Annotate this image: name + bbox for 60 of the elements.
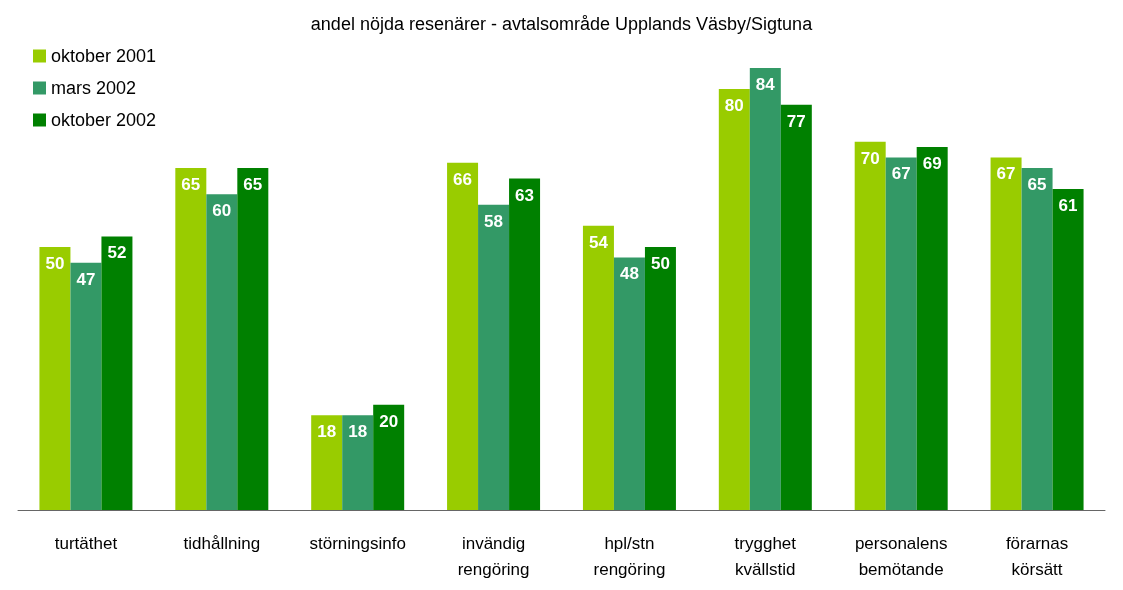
data-label: 52 <box>107 243 127 263</box>
x-tick-label: invändig rengöring <box>457 533 530 579</box>
x-tick-label: turtäthet <box>54 533 118 553</box>
x-tick-label: förarnas körsätt <box>1005 533 1069 579</box>
bar <box>990 157 1022 510</box>
bar <box>447 162 479 510</box>
data-label: 61 <box>1058 196 1078 216</box>
bar <box>582 225 614 510</box>
bar <box>1021 167 1053 510</box>
bar <box>854 141 886 510</box>
bar <box>478 204 510 510</box>
data-label: 50 <box>650 253 670 273</box>
bar <box>70 262 102 510</box>
bar <box>373 404 405 510</box>
x-tick-label: hpl/stn rengöring <box>593 533 666 579</box>
x-tick-label: tidhållning <box>183 533 261 553</box>
data-label: 67 <box>996 164 1016 184</box>
bar <box>885 157 917 510</box>
data-label: 60 <box>212 201 232 221</box>
bar <box>780 104 812 510</box>
data-label: 47 <box>76 269 96 289</box>
bar <box>644 246 676 510</box>
bar <box>175 167 207 510</box>
bar <box>311 415 343 510</box>
data-label: 84 <box>755 75 776 94</box>
bar <box>237 167 269 510</box>
x-tick-label: personalens bemötande <box>854 533 948 579</box>
data-label: 20 <box>379 411 399 431</box>
bar <box>1052 189 1084 510</box>
data-label: 70 <box>860 148 880 168</box>
bar <box>509 178 541 510</box>
data-label: 18 <box>348 422 368 442</box>
x-tick-label: trygghet kvällstid <box>734 533 797 579</box>
data-label: 18 <box>317 422 337 442</box>
data-label: 54 <box>588 232 609 252</box>
data-label: 66 <box>453 169 473 189</box>
bar <box>718 89 750 510</box>
data-label: 80 <box>724 96 744 116</box>
legend-label: oktober 2002 <box>51 110 157 130</box>
legend-label: mars 2002 <box>51 78 137 98</box>
bar <box>206 194 238 510</box>
data-label: 65 <box>1027 174 1047 194</box>
bar <box>613 257 645 510</box>
bar <box>916 146 948 510</box>
data-label: 77 <box>786 111 806 131</box>
data-label: 67 <box>891 164 911 184</box>
data-label: 65 <box>181 174 201 194</box>
data-label: 69 <box>922 153 942 173</box>
bar <box>342 415 374 510</box>
bar <box>749 68 781 510</box>
bar <box>39 246 71 510</box>
data-label: 50 <box>45 253 65 273</box>
data-label: 63 <box>515 185 535 205</box>
data-label: 48 <box>619 264 639 284</box>
data-label: 58 <box>484 211 504 231</box>
bar <box>101 236 133 510</box>
data-label: 65 <box>243 174 263 194</box>
legend-label: oktober 2001 <box>51 46 157 66</box>
chart-title: andel nöjda resenärer - avtalsområde Upplands Väsby/Sigtuna <box>310 14 814 34</box>
x-tick-label: störningsinfo <box>309 533 406 553</box>
